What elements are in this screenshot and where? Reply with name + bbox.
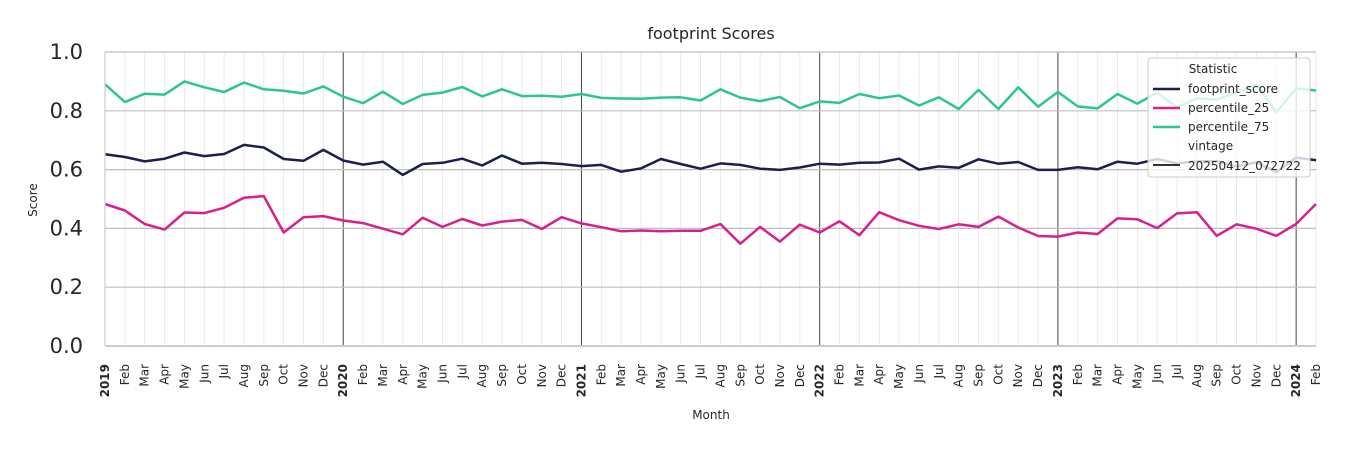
- x-tick-label: Dec: [793, 364, 807, 387]
- x-tick-label: 2022: [813, 364, 827, 397]
- x-tick-label: May: [1130, 364, 1144, 389]
- x-tick-label: Sep: [1210, 364, 1224, 387]
- x-tick-label: Aug: [952, 364, 966, 387]
- x-tick-label: Aug: [1190, 364, 1204, 387]
- x-tick-label: Oct: [277, 364, 291, 385]
- x-tick-label: 2020: [336, 364, 350, 397]
- x-tick-label: Feb: [356, 364, 370, 385]
- x-tick-label: Mar: [852, 364, 866, 387]
- legend-label-percentile-75: percentile_75: [1188, 120, 1269, 134]
- series-lines: [104, 80, 1317, 245]
- x-tick-label: Mar: [614, 364, 628, 387]
- x-tick-label: Feb: [1071, 364, 1085, 385]
- series-line-percentile-75: [104, 80, 1317, 114]
- x-tick-label: Aug: [237, 364, 251, 387]
- x-tick-label: Oct: [753, 364, 767, 385]
- x-tick-label: Jul: [694, 364, 708, 379]
- x-tick-label: Jun: [435, 364, 449, 384]
- x-tick-label: Sep: [495, 364, 509, 387]
- x-tick-label: Jun: [912, 364, 926, 384]
- x-tick-label: Sep: [733, 364, 747, 387]
- x-axis-label: Month: [692, 408, 730, 422]
- x-tick-label: 2019: [98, 364, 112, 397]
- x-tick-label: Jul: [932, 364, 946, 379]
- x-tick-label: May: [177, 364, 191, 389]
- x-tick-label: Jun: [674, 364, 688, 384]
- y-tick-label: 0.4: [50, 216, 83, 240]
- chart-title: footprint Scores: [647, 24, 774, 43]
- x-tick-label: Sep: [972, 364, 986, 387]
- x-tick-label: Jul: [455, 364, 469, 379]
- x-tick-label: Nov: [535, 364, 549, 387]
- x-tick-label: Apr: [396, 364, 410, 385]
- x-tick-label: Jul: [217, 364, 231, 379]
- x-tick-label: Dec: [555, 364, 569, 387]
- axes: 0.0 0.2 0.4 0.6 0.8 1.0 2019 Feb Mar Apr May Jun Jul…: [50, 40, 1323, 397]
- x-tick-label: Mar: [1091, 364, 1105, 387]
- legend-title: Statistic: [1189, 62, 1238, 76]
- x-tick-label: Jun: [197, 364, 211, 384]
- x-tick-label: Feb: [118, 364, 132, 385]
- x-tick-label: 2024: [1289, 364, 1303, 397]
- legend: Statistic footprint_score percentile_25 …: [1147, 57, 1311, 178]
- x-tick-label: Oct: [991, 364, 1005, 385]
- y-tick-label: 1.0: [50, 40, 83, 64]
- x-tick-label: Nov: [773, 364, 787, 387]
- x-tick-label: May: [892, 364, 906, 389]
- x-tick-label: Apr: [872, 364, 886, 385]
- x-tick-label: Oct: [515, 364, 529, 385]
- x-tick-label: Aug: [475, 364, 489, 387]
- x-tick-label: Apr: [1110, 364, 1124, 385]
- x-tick-label: Dec: [1031, 364, 1045, 387]
- legend-label-vintage: 20250412_072722: [1188, 159, 1301, 173]
- legend-vintage-title: vintage: [1188, 139, 1233, 153]
- y-tick-label: 0.0: [50, 334, 83, 358]
- x-tick-label: May: [654, 364, 668, 389]
- x-tick-label: Nov: [1249, 364, 1263, 387]
- x-tick-label: Oct: [1230, 364, 1244, 385]
- x-tick-label: Nov: [1011, 364, 1025, 387]
- x-tick-label: 2023: [1051, 364, 1065, 397]
- y-tick-label: 0.8: [50, 99, 83, 123]
- x-tick-label: Aug: [713, 364, 727, 387]
- y-tick-label: 0.2: [50, 275, 83, 299]
- legend-label-percentile-25: percentile_25: [1188, 101, 1269, 115]
- x-tick-label: Jun: [1150, 364, 1164, 384]
- x-tick-label: Jul: [1170, 364, 1184, 379]
- x-tick-label: Nov: [297, 364, 311, 387]
- x-tick-label: Dec: [1269, 364, 1283, 387]
- x-tick-label: May: [416, 364, 430, 389]
- x-tick-label: Feb: [1309, 364, 1323, 385]
- series-line-footprint-score: [104, 143, 1317, 177]
- y-axis-label: Score: [26, 183, 40, 217]
- x-tick-label: Apr: [634, 364, 648, 385]
- series-line-percentile-25: [104, 194, 1317, 245]
- legend-box: [1147, 57, 1311, 178]
- x-tick-label: Mar: [138, 364, 152, 387]
- x-tick-label: Sep: [257, 364, 271, 387]
- x-tick-label: Feb: [594, 364, 608, 385]
- x-tick-label: 2021: [574, 364, 588, 397]
- legend-label-footprint-score: footprint_score: [1188, 82, 1278, 96]
- y-tick-label: 0.6: [50, 158, 83, 182]
- x-tick-label: Mar: [376, 364, 390, 387]
- x-tick-label: Feb: [833, 364, 847, 385]
- x-tick-label: Dec: [316, 364, 330, 387]
- x-tick-label: Apr: [158, 364, 172, 385]
